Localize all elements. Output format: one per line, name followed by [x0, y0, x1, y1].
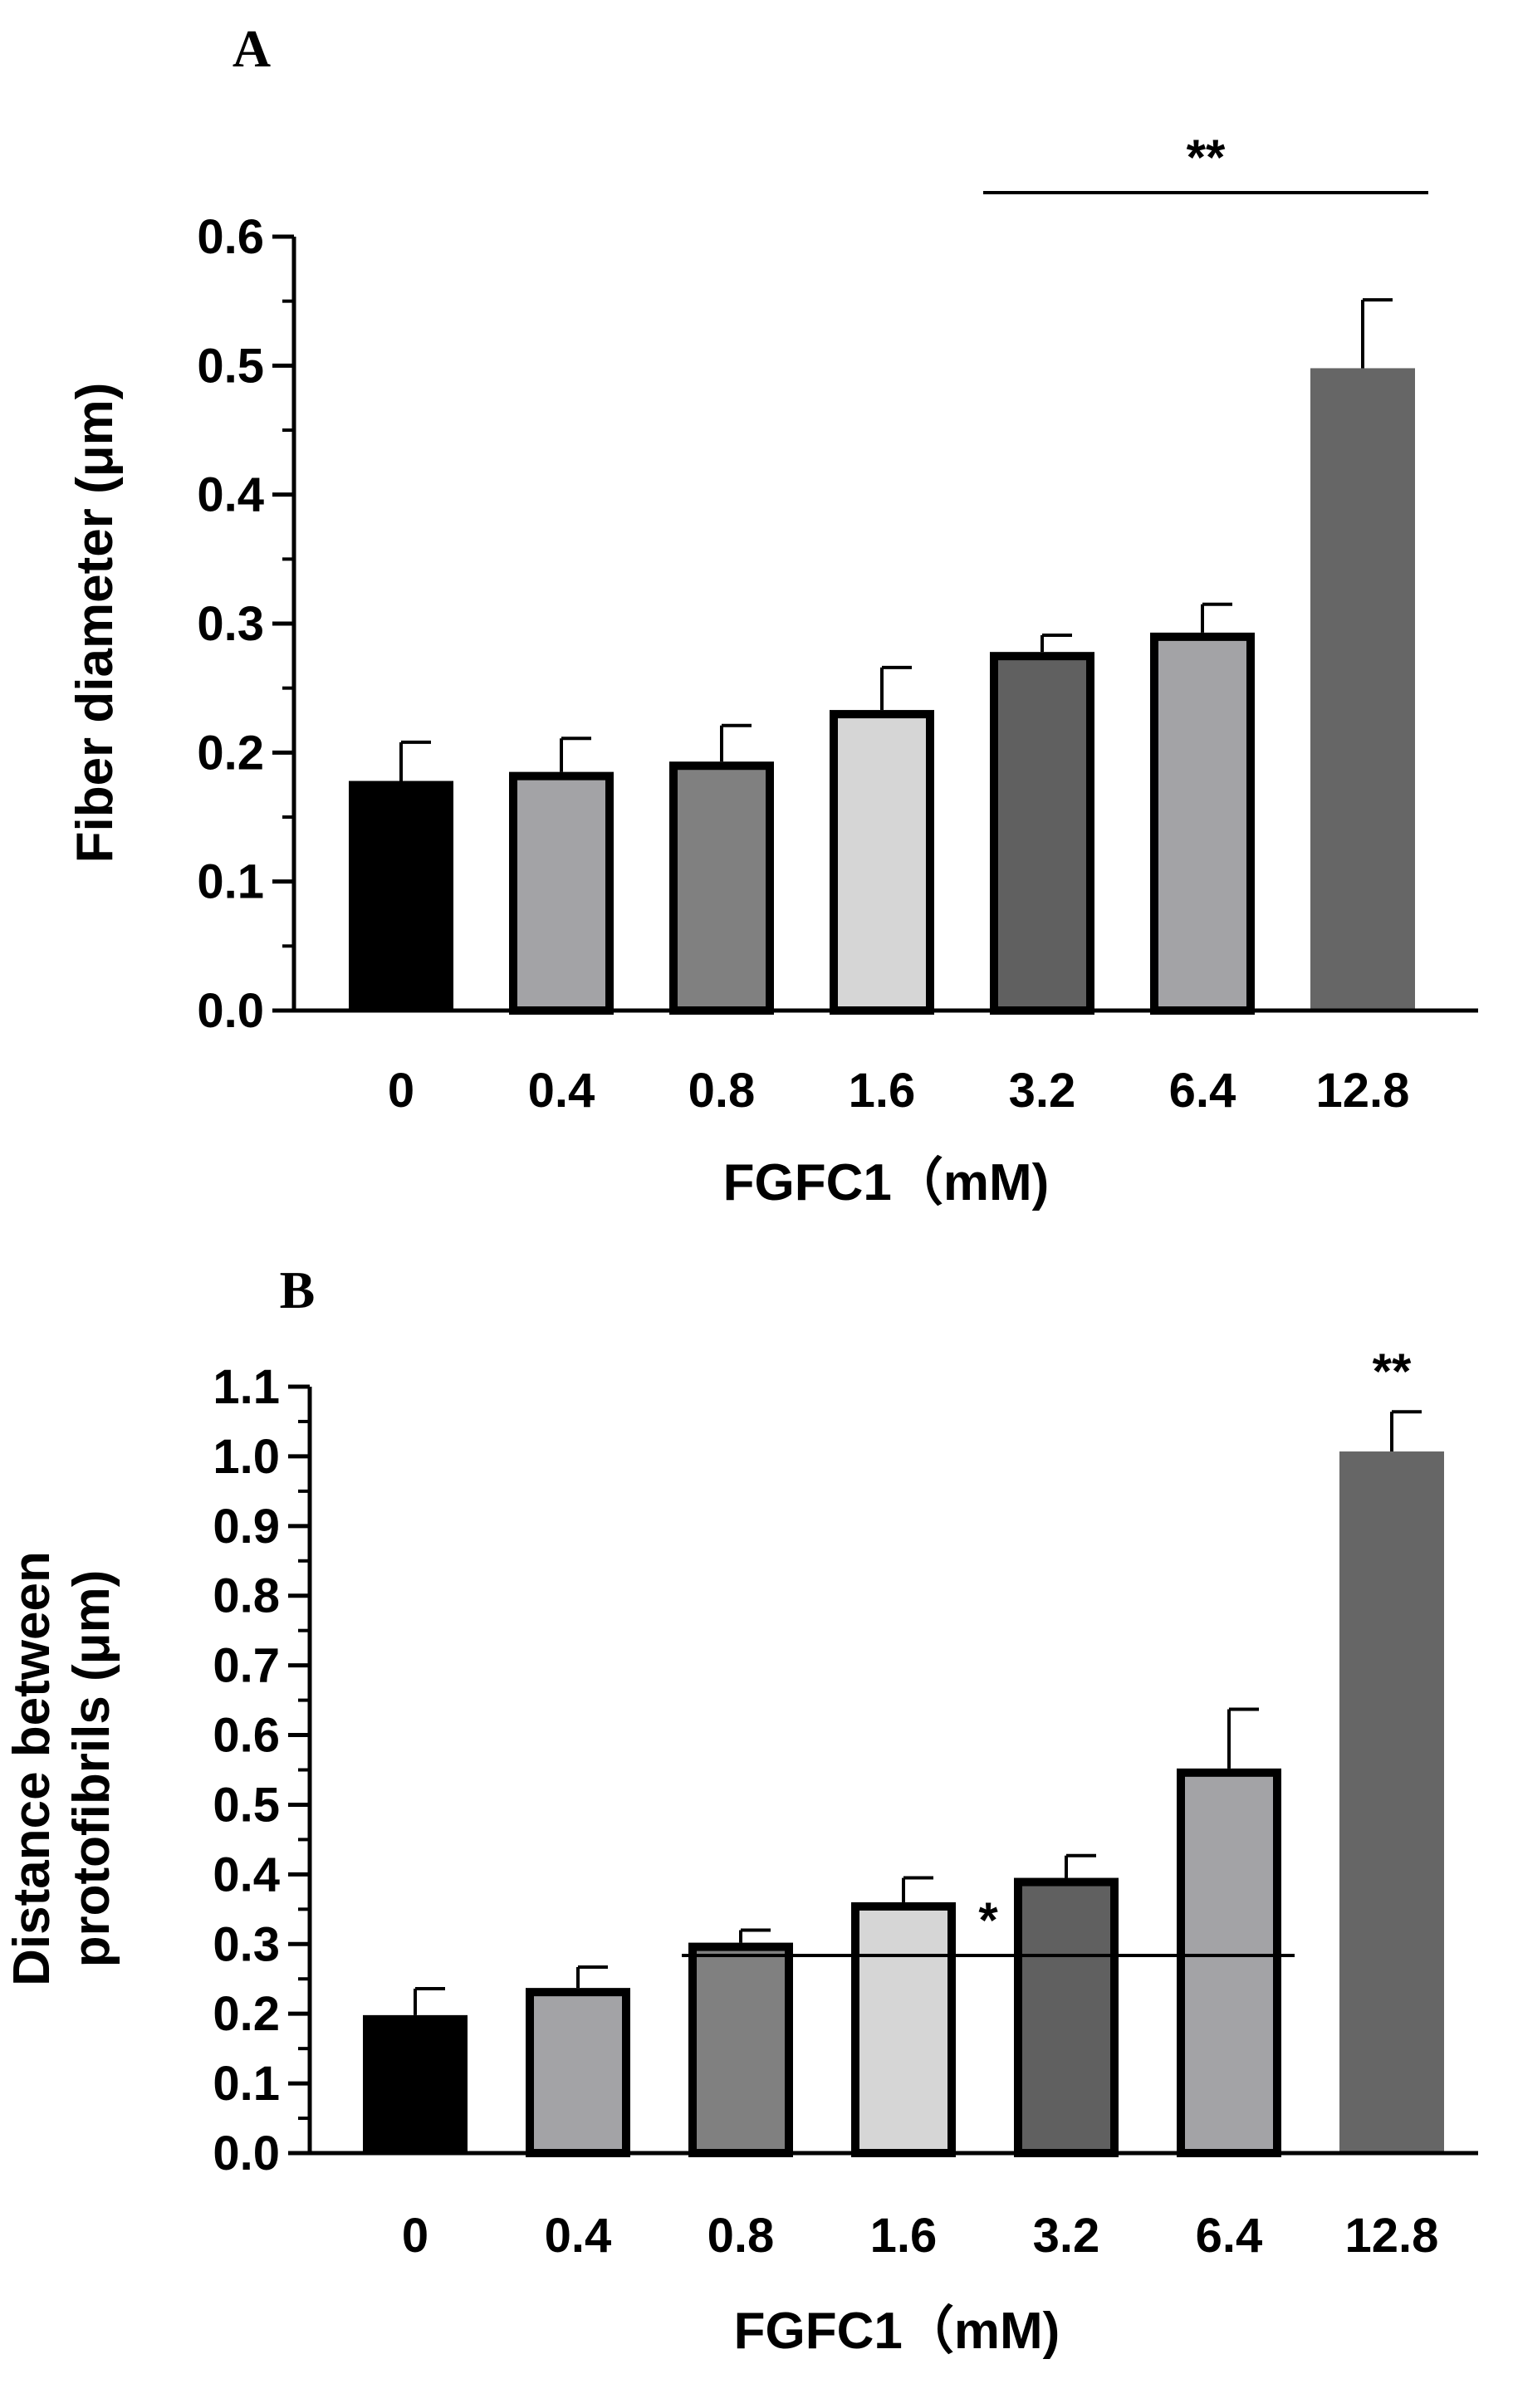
- x-tick-label: 3.2: [1033, 2209, 1100, 2263]
- bar: [526, 1988, 630, 2158]
- y-tick-label: 0.2: [213, 1987, 280, 2041]
- x-tick-label: 6.4: [1169, 1064, 1236, 1118]
- y-tick-label: 1.1: [213, 1360, 280, 1414]
- significance-marker: *: [978, 1892, 998, 1948]
- significance-marker: **: [1187, 130, 1226, 185]
- x-tick-label: 0: [388, 1064, 414, 1118]
- x-axis-title: FGFC1（mM): [723, 1153, 1050, 1211]
- bar: [1150, 632, 1255, 1016]
- bar: [830, 710, 934, 1015]
- significance-marker: **: [1373, 1343, 1412, 1399]
- bar: [1310, 368, 1415, 1011]
- y-tick-label: 0.7: [213, 1639, 280, 1693]
- bar: [688, 1942, 793, 2157]
- x-tick-label: 3.2: [1009, 1064, 1076, 1118]
- x-tick-label: 6.4: [1196, 2209, 1263, 2263]
- y-tick-label: 0.2: [197, 726, 264, 780]
- x-tick-label: 0.4: [528, 1064, 595, 1118]
- y-axis-title-line: protofibrils (μm): [63, 1570, 120, 1968]
- y-axis-title: Distance betweenprotofibrils (μm): [3, 1551, 120, 1986]
- x-tick-label: 0.8: [708, 2209, 775, 2263]
- y-tick-label: 1.0: [213, 1430, 280, 1484]
- bar: [851, 1901, 956, 2157]
- x-tick-label: 1.6: [870, 2209, 938, 2263]
- y-tick-label: 0.3: [213, 1917, 280, 1971]
- bar: [349, 781, 453, 1011]
- y-tick-label: 0.1: [197, 855, 264, 909]
- panel-label: B: [280, 1260, 316, 1319]
- y-tick-label: 0.9: [213, 1500, 280, 1554]
- y-tick-label: 0.5: [213, 1778, 280, 1832]
- y-tick-label: 0.6: [213, 1709, 280, 1763]
- x-tick-label: 0: [402, 2209, 428, 2263]
- y-tick-label: 0.0: [213, 2127, 280, 2180]
- bar: [669, 761, 774, 1015]
- bar: [1339, 1451, 1444, 2153]
- y-axis-title-line: Fiber diameter (μm): [66, 383, 124, 864]
- y-tick-label: 0.4: [213, 1848, 280, 1901]
- y-tick-label: 0.8: [213, 1569, 280, 1623]
- bar: [990, 652, 1094, 1015]
- y-tick-label: 0.0: [197, 984, 264, 1038]
- y-tick-label: 0.3: [197, 597, 264, 651]
- x-tick-label: 1.6: [849, 1064, 916, 1118]
- x-tick-label: 0.8: [688, 1064, 756, 1118]
- bar: [363, 2014, 468, 2153]
- bar: [1177, 1768, 1281, 2157]
- x-tick-label: 0.4: [545, 2209, 612, 2263]
- panel-b-protofibril-distance-chart: B 0 0.4 0.8 1.6 3.2 6.4 12.8 0.0 0.1 0.2 0.3 0.4 0.5 0…: [3, 1260, 1478, 2360]
- y-tick-label: 0.6: [197, 210, 264, 264]
- x-axis-title: FGFC1（mM): [734, 2302, 1060, 2360]
- x-tick-label: 12.8: [1345, 2209, 1439, 2263]
- x-tick-label: 12.8: [1316, 1064, 1410, 1118]
- bar: [1014, 1877, 1119, 2157]
- panel-label: A: [233, 19, 271, 78]
- bar: [509, 771, 614, 1016]
- y-axis-title: Fiber diameter (μm): [66, 383, 124, 864]
- y-tick-label: 0.1: [213, 2057, 280, 2111]
- y-axis-title-line: Distance between: [3, 1551, 61, 1986]
- panel-a-fiber-diameter-chart: A 0 0.4 0.8 1.6 3.2 6.4 12.8 0.0 0.1 0.2 0.3 0.4 0.5 0…: [66, 19, 1478, 1211]
- y-tick-label: 0.5: [197, 339, 264, 393]
- y-tick-label: 0.4: [197, 468, 264, 522]
